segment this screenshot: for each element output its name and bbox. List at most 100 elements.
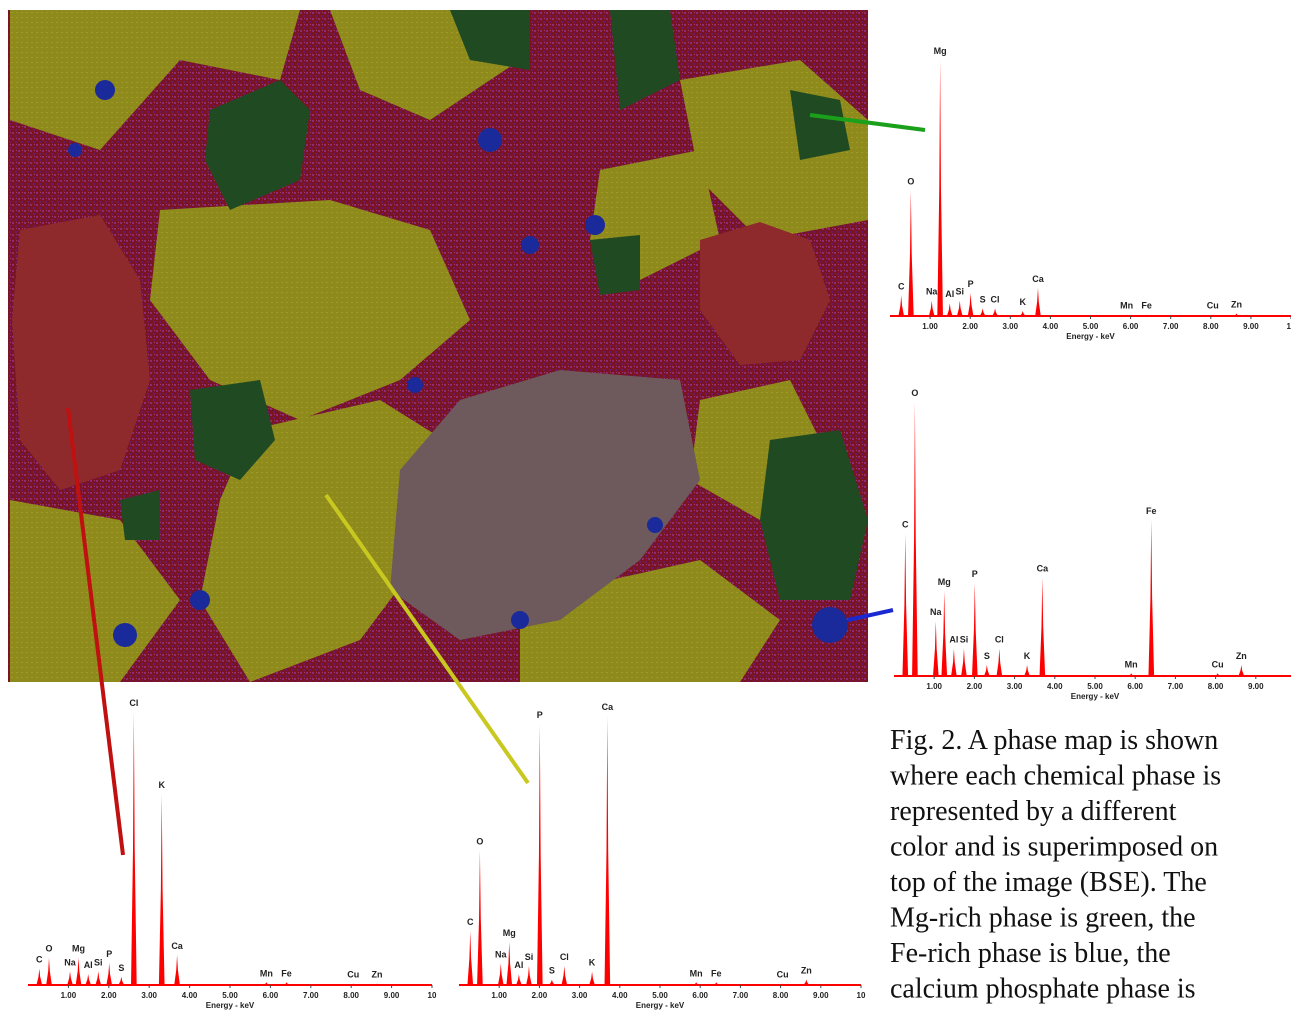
peak — [1209, 314, 1216, 316]
peak — [46, 957, 52, 985]
tick-label: 9.00 — [1243, 322, 1259, 331]
peak-label: Ca — [171, 941, 183, 951]
peak — [912, 402, 918, 676]
tick-label: 10 — [857, 991, 866, 1000]
peak-label: Zn — [801, 966, 812, 976]
peak-label: Ca — [602, 702, 614, 712]
tick-label: 6.00 — [263, 991, 279, 1000]
axis-title: Energy - keV — [1071, 692, 1120, 701]
tick-label: 9.00 — [813, 991, 829, 1000]
peak-label: Zn — [372, 970, 383, 980]
peak-label: C — [467, 917, 474, 927]
peak — [106, 963, 113, 985]
tick-label: 1.00 — [491, 991, 507, 1000]
peak — [1123, 314, 1130, 316]
caption-line: color and is superimposed on — [890, 832, 1218, 863]
tick-label: 7.00 — [1168, 682, 1184, 691]
peak-label: S — [118, 963, 124, 973]
tick-label: 6.00 — [1123, 322, 1139, 331]
peak-label: Mn — [1120, 301, 1133, 311]
peak-label: K — [1019, 297, 1026, 307]
peak — [263, 982, 270, 985]
tick-label: 4.00 — [1043, 322, 1059, 331]
tick-label: 7.00 — [303, 991, 319, 1000]
peak-label: Si — [525, 952, 534, 962]
peak — [1233, 313, 1240, 316]
peak — [95, 971, 102, 985]
peak — [506, 941, 513, 985]
peak-label: S — [984, 651, 990, 661]
peak-label: Zn — [1231, 299, 1242, 309]
caption-line: top of the image (BSE). The — [890, 867, 1207, 898]
peak — [956, 300, 963, 316]
caption-line: Mg-rich phase is green, the — [890, 903, 1196, 934]
peak-label: Cl — [129, 698, 138, 708]
peak — [536, 724, 543, 985]
peak-label: Si — [956, 287, 965, 297]
tick-label: 10 — [1287, 322, 1291, 331]
peak-label: Cu — [1212, 659, 1224, 669]
tick-label: 7.00 — [1163, 322, 1179, 331]
peak — [979, 308, 986, 316]
connector — [66, 407, 125, 856]
peak-label: C — [36, 955, 43, 965]
axis-title: Energy - keV — [206, 1001, 255, 1010]
peak-label: Ca — [1037, 563, 1049, 573]
peak — [158, 793, 165, 985]
peak — [961, 648, 967, 676]
peak — [937, 60, 943, 316]
peak-label: P — [968, 279, 974, 289]
tick-label: 5.00 — [222, 991, 238, 1000]
peak — [604, 716, 611, 985]
peak-label: Al — [84, 960, 93, 970]
tick-label: 6.00 — [692, 991, 708, 1000]
tick-label: 5.00 — [1083, 322, 1099, 331]
tick-label: 3.00 — [1003, 322, 1019, 331]
peak — [1128, 673, 1134, 676]
peak — [1143, 314, 1150, 316]
tick-label: 2.00 — [962, 322, 978, 331]
peak — [85, 974, 92, 985]
peak-label: S — [549, 966, 555, 976]
peak-label: O — [907, 177, 914, 187]
peak — [283, 982, 290, 985]
peak-label: Mn — [260, 968, 273, 978]
peak — [967, 292, 974, 316]
peak — [779, 983, 786, 985]
peak-label: Si — [94, 957, 103, 967]
peak-label: Cu — [347, 970, 359, 980]
peak — [1238, 665, 1245, 676]
peak — [1148, 519, 1155, 676]
peak-label: Cu — [1207, 301, 1219, 311]
peak — [946, 303, 953, 316]
caption-line: Fe-rich phase is blue, the — [890, 938, 1171, 969]
tick-label: 3.00 — [572, 991, 588, 1000]
peak-label: Cl — [560, 952, 569, 962]
peak-label: S — [980, 294, 986, 304]
peak-label: C — [898, 282, 905, 292]
axis-title: Energy - keV — [1066, 332, 1115, 341]
tick-label: 3.00 — [141, 991, 157, 1000]
peak-label: O — [46, 944, 53, 954]
peak — [467, 931, 474, 985]
connector — [809, 113, 926, 132]
peak — [1024, 665, 1030, 676]
caption: Fig. 2. A phase map is shown where each c… — [890, 725, 1221, 1005]
tick-label: 6.00 — [1127, 682, 1143, 691]
peak — [898, 295, 905, 316]
peak — [1019, 310, 1026, 316]
caption-line: where each chemical phase is — [890, 761, 1221, 792]
peak-label: Zn — [1236, 651, 1247, 661]
tick-label: 1.00 — [926, 682, 942, 691]
peak — [971, 582, 978, 676]
peak — [131, 712, 137, 985]
peak — [374, 983, 380, 985]
peak — [477, 850, 483, 985]
peak-label: P — [537, 710, 543, 720]
axis-title: Energy - keV — [636, 1001, 685, 1010]
peak-label: P — [106, 949, 112, 959]
tick-label: 8.00 — [1203, 322, 1219, 331]
